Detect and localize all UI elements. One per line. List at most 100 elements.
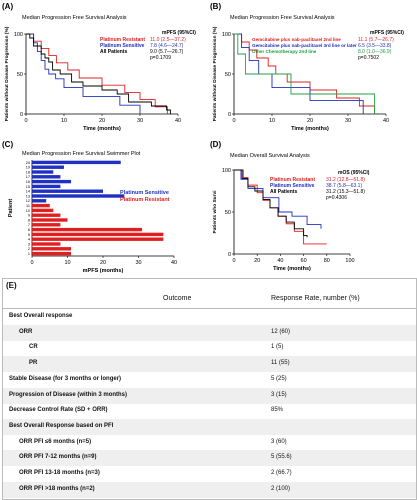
swimmer-bar [32, 247, 72, 251]
swimmer-bar [32, 227, 143, 232]
legend-entry: All Patients [270, 189, 297, 195]
swimmer-bar [32, 213, 61, 217]
km-series-line [234, 169, 322, 229]
response-rate-cell: 2 (100) [271, 485, 291, 492]
swimmer-bar [32, 165, 64, 169]
response-rate-cell: 3 (15) [271, 391, 287, 398]
outcome-cell: ORR [19, 328, 33, 335]
outcome-cell: CR [29, 344, 38, 351]
response-table: (E) Outcome Response Rate, number (%) Be… [2, 278, 417, 500]
patient-tick-label: 11 [26, 204, 30, 208]
table-row: CR 1 (5) [3, 340, 416, 356]
patient-tick-label: 20 [26, 161, 30, 165]
table-row: ORR PFI ≤6 months (n=5) 3 (60) [3, 435, 416, 451]
panel-b: (B) Median Progression Free Survival Anal… [208, 0, 417, 138]
patient-tick-label: 16 [26, 180, 30, 184]
legend-entry: Platinum Resistant [120, 197, 170, 203]
header-outcome: Outcome [163, 295, 192, 302]
legend-entry: Platinum Sensitive [120, 190, 169, 196]
response-rate-cell: 11 (55) [271, 360, 290, 367]
x-tick-label: 10 [61, 118, 67, 124]
x-axis-label: Time (months) [291, 126, 329, 132]
table-row: PR 11 (55) [3, 356, 416, 373]
x-axis-label: mPFS (months) [83, 268, 124, 274]
legend-entry: Other Chemotherapy 2nd line [252, 49, 317, 54]
km-plot-pfs-platinum: (A) Median Progression Free Survival Anal… [2, 2, 196, 132]
y-tick-label: 100 [14, 32, 23, 38]
panel-label-e: (E) [6, 281, 17, 290]
table-row: Best Overall Response based on PFI [3, 418, 416, 435]
swimmer-bar [32, 203, 50, 208]
stats-header: mPFS (95%CI) [370, 30, 404, 36]
x-tick-label: 0 [232, 258, 235, 264]
swimmer-bar [32, 237, 164, 241]
patient-tick-label: 5 [28, 233, 30, 237]
swimmer-bar [32, 251, 72, 256]
outcome-cell: PR [29, 360, 38, 367]
y-tick-label: 0 [228, 252, 231, 258]
legend-stat: 6.5 (3.5—33.8) [358, 43, 392, 49]
outcome-cell: Best Overall response [9, 313, 73, 319]
patient-tick-label: 15 [26, 185, 30, 189]
patient-tick-label: 10 [26, 209, 30, 213]
patient-tick-label: 7 [28, 223, 30, 227]
response-rate-cell: 85% [271, 407, 284, 414]
legend-entry: Platinum Resistant [270, 177, 315, 183]
table-row: ORR PFI 13-18 months (n=3) 2 (66.7) [3, 466, 416, 482]
patient-tick-label: 12 [26, 199, 30, 203]
km-series-line [234, 169, 308, 238]
x-tick-label: 40 [171, 260, 177, 266]
x-axis-label: Time (months) [83, 126, 121, 132]
swimmer-bar [32, 218, 68, 222]
table-row: Decrease Control Rate (SD + ORR) 85% [3, 403, 416, 419]
x-tick-label: 30 [135, 260, 141, 266]
x-tick-label: 20 [99, 118, 105, 124]
km-series-line [26, 33, 171, 114]
x-tick-label: 40 [383, 118, 389, 124]
patient-tick-label: 2 [28, 247, 30, 251]
chart-title: Median Progression Free Survival Analysi… [230, 15, 335, 21]
table-row: Best Overall response [3, 309, 416, 325]
outcome-cell: Decrease Control Rate (SD + ORR) [9, 407, 108, 414]
km-plot-pfs-regimen: (B) Median Progression Free Survival Anal… [210, 2, 404, 132]
patient-tick-label: 9 [28, 214, 30, 218]
swimmer-bar [32, 194, 125, 198]
table-row: ORR PFI >18 months (n=2) 2 (100) [3, 481, 416, 498]
x-tick-label: 100 [345, 258, 354, 264]
x-tick-label: 10 [269, 118, 275, 124]
outcome-cell: Best Overall Response based on PFI [9, 422, 114, 429]
chart-title: Median Overall Survival Analysis [230, 153, 310, 159]
response-rate-cell: 5 (55.6) [271, 454, 292, 461]
patient-tick-label: 6 [28, 228, 30, 232]
swimmer-bar [32, 208, 54, 213]
x-tick-label: 40 [277, 258, 283, 264]
km-series-line [26, 33, 141, 114]
patient-tick-label: 17 [26, 175, 30, 179]
panel-label: (B) [210, 2, 221, 11]
y-axis-label: Patients without Disease Progression (%) [4, 26, 10, 121]
x-tick-label: 20 [100, 260, 106, 266]
stats-header: mPFS (95%CI) [162, 30, 196, 36]
table-row: Progression of Disease (within 3 months)… [3, 387, 416, 404]
table-header: Outcome Response Rate, number (%) [3, 291, 416, 309]
response-rate-cell: 12 (60) [271, 328, 291, 335]
y-axis-label: Patients who Survi [212, 191, 218, 234]
swimmer-bar [32, 242, 61, 246]
y-tick-label: 50 [225, 210, 231, 216]
patient-tick-label: 14 [26, 190, 30, 194]
panel-label: (D) [210, 140, 221, 149]
legend-stat: 31.2 (15.3—51.8) [326, 189, 365, 195]
p-value: p=0.1709 [150, 55, 171, 61]
legend-entry: Gemcitabine plus nab-paclitaxel 2nd line [252, 37, 341, 42]
y-axis-label: Patient [8, 199, 14, 218]
km-plot-overall-survival: (D) Median Overall Survival Analysis 0 50 10… [210, 140, 370, 272]
y-tick-label: 0 [228, 112, 231, 118]
legend-stat: 11.0 (2.5—37.2) [150, 37, 186, 43]
y-tick-label: 50 [17, 72, 23, 78]
legend-entry: Gemcitabine plus nab-paclitaxel 3rd line… [252, 43, 357, 48]
outcome-cell: ORR PFI 7-12 months (n=9) [19, 454, 97, 461]
panel-d: (D) Median Overall Survival Analysis 0 50 10… [208, 138, 417, 278]
x-tick-label: 80 [324, 258, 330, 264]
swimmer-plot: (C) Median Progression Free Survival Swim… [2, 140, 177, 274]
table-row: ORR PFI 7-12 months (n=9) 5 (55.6) [3, 450, 416, 467]
